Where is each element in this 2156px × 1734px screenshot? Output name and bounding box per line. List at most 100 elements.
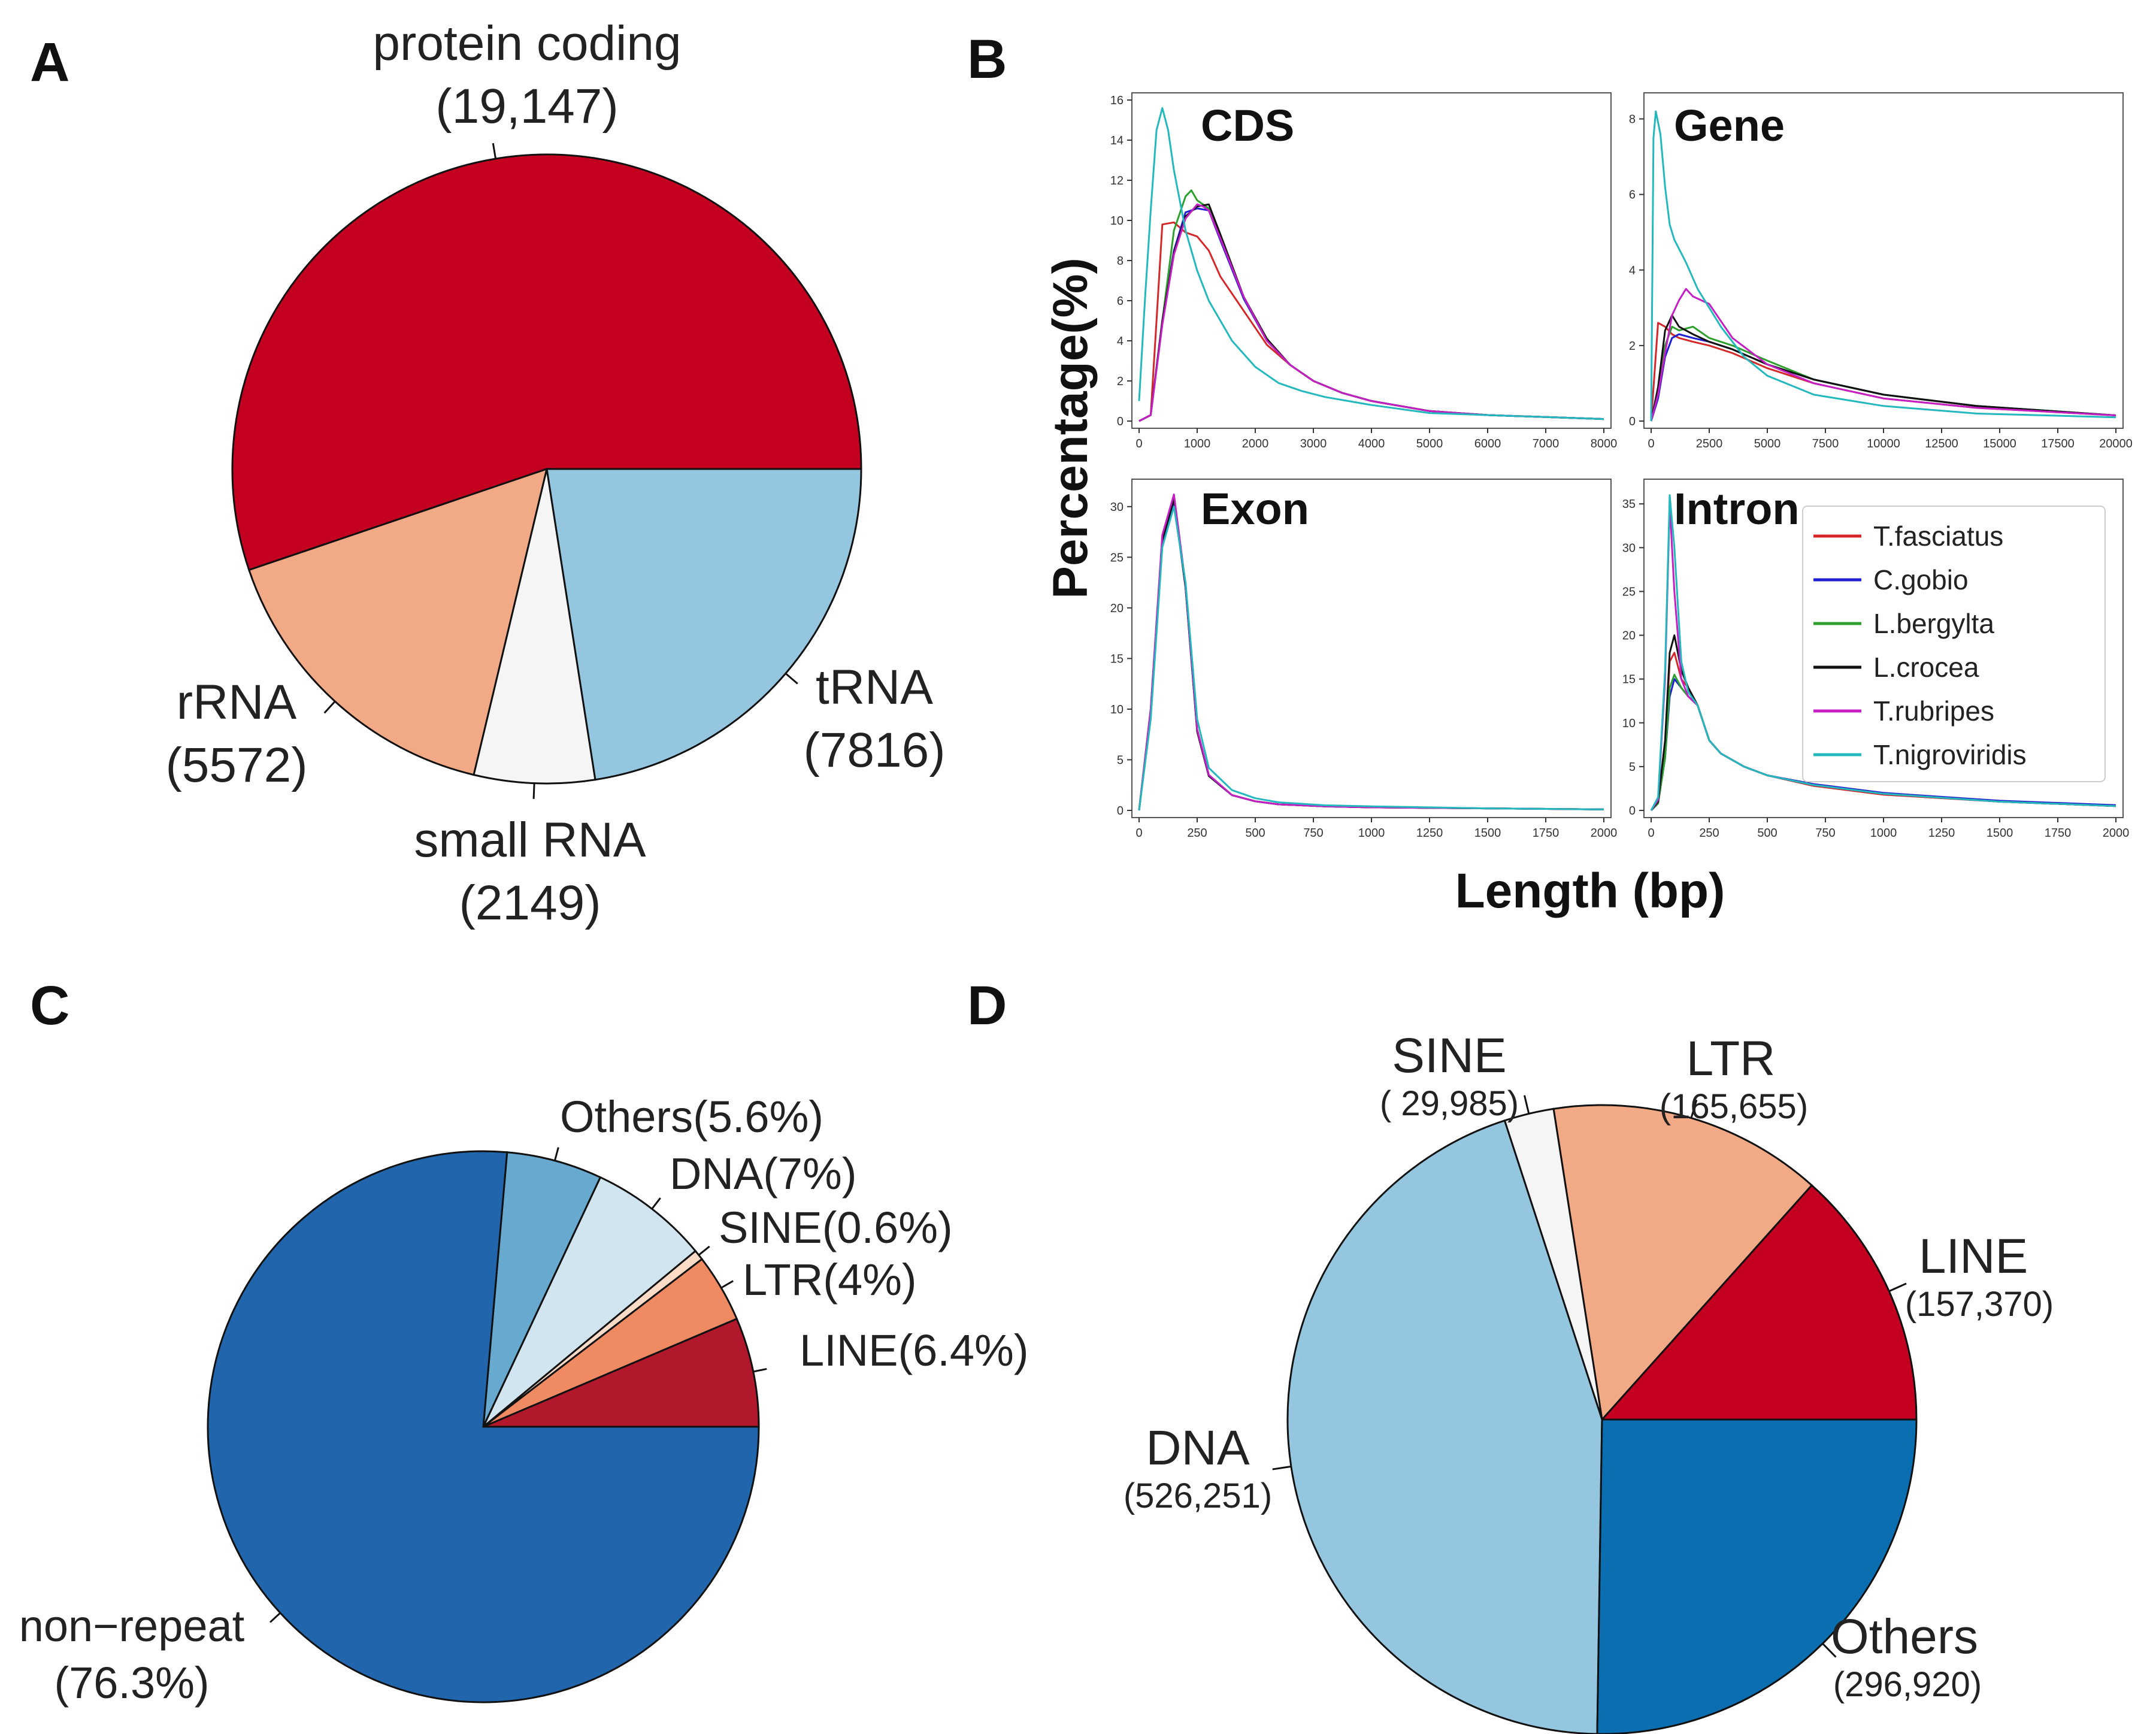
y-tick-label: 5	[1117, 753, 1124, 767]
value-small-rna: (2149)	[459, 876, 601, 930]
value-d-line: (157,370)	[1905, 1285, 2054, 1324]
label-c-dna: DNA(7%)	[670, 1149, 856, 1199]
value-d-sine: ( 29,985)	[1380, 1084, 1519, 1123]
panel-label-d: D	[967, 975, 1007, 1036]
x-tick-label: 1000	[1358, 827, 1385, 840]
subplot-frame	[1643, 92, 2124, 429]
pie-c-leader-others-5-6	[553, 1147, 559, 1161]
pie-a-slice-small-rna	[473, 468, 596, 785]
y-tick-label: 30	[1110, 501, 1124, 514]
series-gene-t-rubripes	[1650, 288, 2116, 422]
subplot-exon: 0 250 500 750 1000 1250 1500 1750 2000 0 5 10 15 20 25…	[1110, 479, 1617, 840]
x-tick-label: 20000	[2099, 437, 2133, 450]
series-exon-t-nigroviridis	[1138, 506, 1604, 811]
pie-c-leader-dna-7	[651, 1197, 661, 1210]
label-d-dna: DNA	[1146, 1421, 1249, 1475]
value-d-dna: (526,251)	[1124, 1476, 1272, 1515]
y-tick-label: 25	[1110, 551, 1124, 564]
y-tick-label: 8	[1117, 255, 1124, 268]
x-tick-label: 15000	[1983, 437, 2016, 450]
y-tick-label: 5	[1629, 761, 1636, 774]
y-tick-label: 25	[1622, 585, 1636, 598]
subplot-title-exon: Exon	[1201, 484, 1309, 534]
pie-d-leader-line	[1888, 1282, 1907, 1293]
y-tick-label: 30	[1622, 541, 1636, 555]
x-tick-label: 250	[1187, 827, 1207, 840]
pie-d-leader-sine	[1524, 1095, 1530, 1114]
pie-chart-c	[207, 1147, 767, 1703]
x-tick-label: 6000	[1474, 437, 1501, 450]
x-tick-label: 750	[1303, 827, 1323, 840]
value-d-ltr: (165,655)	[1660, 1087, 1808, 1126]
series-gene-t-nigroviridis	[1650, 110, 2116, 422]
series-intron-t-nigroviridis	[1650, 494, 2116, 811]
y-tick-label: 15	[1110, 652, 1124, 665]
y-tick-label: 0	[1629, 804, 1636, 818]
x-tick-label: 2000	[1242, 437, 1269, 450]
panel-label-b: B	[967, 29, 1007, 90]
x-tick-label: 1000	[1184, 437, 1211, 450]
legend-label-c-gobio: C.gobio	[1873, 564, 1969, 595]
subplot-title-gene: Gene	[1674, 101, 1785, 150]
legend-box	[1802, 506, 2106, 782]
subplot-cds: 0 1000 2000 3000 4000 5000 6000 7000 8000 0 2 4 6 8 10…	[1110, 92, 1618, 450]
y-tick-label: 4	[1117, 335, 1124, 348]
pie-d-slice-ltr	[1552, 1104, 1813, 1422]
label-c-line: LINE(6.4%)	[800, 1326, 1028, 1375]
subplot-gene: 0 2500 5000 7500 10000 12500 15000 17500 20000 0 2…	[1629, 92, 2133, 450]
y-tick-label: 16	[1110, 94, 1124, 107]
y-tick-label: 10	[1110, 214, 1124, 228]
y-tick-label: 20	[1110, 602, 1124, 615]
y-tick-label: 2	[1629, 340, 1636, 353]
pie-chart-d	[1272, 1095, 1918, 1734]
x-tick-label: 5000	[1754, 437, 1781, 450]
pie-c-leader-ltr-4	[720, 1280, 734, 1289]
y-tick-label: 15	[1622, 673, 1636, 686]
subplot-frame	[1131, 92, 1612, 429]
y-tick-label: 20	[1622, 630, 1636, 643]
y-tick-label: 35	[1622, 498, 1636, 511]
pie-c-leader-line-6-4	[753, 1367, 767, 1373]
value-trna: (7816)	[803, 723, 945, 777]
x-axis-title: Length (bp)	[1455, 864, 1725, 918]
x-tick-label: 17500	[2041, 437, 2075, 450]
panel-label-c: C	[30, 975, 69, 1036]
label-rrna: rRNA	[177, 675, 297, 730]
legend-label-l-bergylta: L.bergylta	[1873, 608, 1994, 639]
x-tick-label: 1750	[2045, 827, 2072, 840]
pie-c-leader-sine-0-6	[698, 1245, 710, 1256]
y-tick-label: 6	[1629, 189, 1636, 202]
x-tick-label: 1500	[1474, 827, 1501, 840]
series-cds-t-nigroviridis	[1138, 107, 1604, 420]
pie-c-slice-line-6-4	[483, 1317, 760, 1428]
subplot-frame	[1131, 479, 1612, 818]
pie-chart-a	[231, 143, 862, 799]
x-tick-label: 8000	[1591, 437, 1618, 450]
x-tick-label: 500	[1245, 827, 1265, 840]
value-protein-coding: (19,147)	[435, 79, 618, 134]
x-tick-label: 4000	[1358, 437, 1385, 450]
y-tick-label: 0	[1117, 415, 1124, 428]
y-tick-label: 2	[1117, 375, 1124, 388]
label-trna: tRNA	[816, 660, 933, 715]
label-d-ltr: LTR	[1686, 1031, 1776, 1086]
pie-c-slice-dna-7	[482, 1176, 697, 1428]
legend-label-l-crocea: L.crocea	[1873, 652, 1979, 683]
x-tick-label: 0	[1135, 437, 1142, 450]
x-tick-label: 250	[1699, 827, 1719, 840]
label-protein-coding: protein coding	[373, 16, 681, 71]
x-tick-label: 0	[1648, 827, 1654, 840]
y-tick-label: 10	[1110, 703, 1124, 716]
x-tick-label: 10000	[1867, 437, 1900, 450]
line-charts-b: 0 1000 2000 3000 4000 5000 6000 7000 80000246810…	[1110, 92, 2133, 840]
pie-a-leader-protein-coding	[492, 143, 497, 159]
series-gene-l-crocea	[1650, 314, 2116, 422]
subplot-title-intron: Intron	[1674, 484, 1800, 534]
value-rrna: (5572)	[165, 738, 307, 792]
x-tick-label: 1000	[1870, 827, 1897, 840]
y-tick-label: 0	[1117, 804, 1124, 818]
x-tick-label: 1500	[1987, 827, 2013, 840]
y-tick-label: 10	[1622, 717, 1636, 730]
pie-d-leader-dna	[1272, 1465, 1292, 1470]
